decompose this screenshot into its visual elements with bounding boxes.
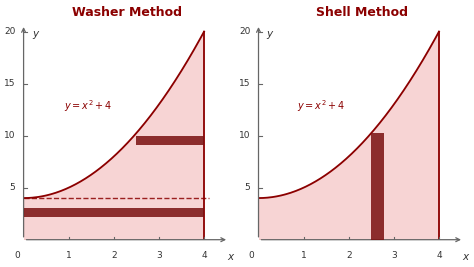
Text: 4: 4 xyxy=(201,251,207,260)
Text: 3: 3 xyxy=(156,251,162,260)
Text: 10: 10 xyxy=(239,131,250,140)
Polygon shape xyxy=(258,32,439,240)
Title: Washer Method: Washer Method xyxy=(73,6,182,18)
Text: 20: 20 xyxy=(239,27,250,36)
Text: 1: 1 xyxy=(301,251,307,260)
Bar xyxy=(24,208,204,217)
Text: x: x xyxy=(227,252,233,262)
Text: 1: 1 xyxy=(66,251,72,260)
Text: 3: 3 xyxy=(391,251,397,260)
Text: x: x xyxy=(462,252,468,262)
Text: y: y xyxy=(32,29,38,40)
Bar xyxy=(371,133,384,240)
Text: 2: 2 xyxy=(111,251,117,260)
Bar xyxy=(137,136,204,145)
Text: 20: 20 xyxy=(4,27,16,36)
Text: 2: 2 xyxy=(346,251,352,260)
Text: 0: 0 xyxy=(14,251,20,260)
Text: $y = x^2 + 4$: $y = x^2 + 4$ xyxy=(297,98,345,113)
Text: 0: 0 xyxy=(249,251,255,260)
Text: 10: 10 xyxy=(4,131,16,140)
Text: y: y xyxy=(267,29,273,40)
Text: 15: 15 xyxy=(4,79,16,88)
Text: 4: 4 xyxy=(436,251,442,260)
Text: 5: 5 xyxy=(245,183,250,192)
Text: 15: 15 xyxy=(239,79,250,88)
Text: 5: 5 xyxy=(9,183,16,192)
Title: Shell Method: Shell Method xyxy=(316,6,408,18)
Polygon shape xyxy=(24,32,204,240)
Text: $y = x^2 + 4$: $y = x^2 + 4$ xyxy=(64,98,113,113)
